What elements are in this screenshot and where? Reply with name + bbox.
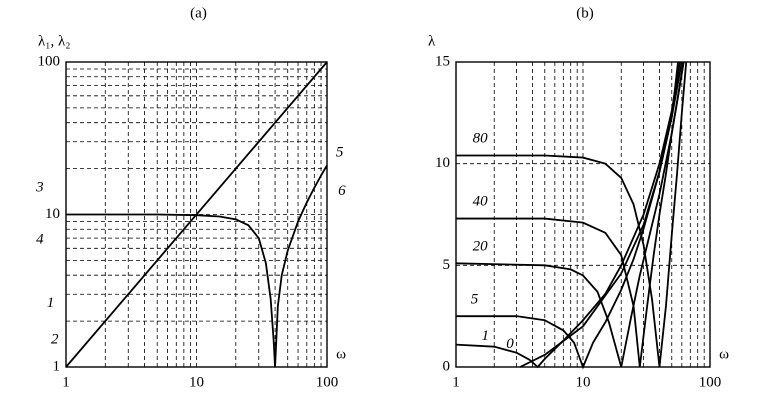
curve (274, 164, 328, 368)
curve-label: 2 (51, 332, 59, 348)
y-tick-label: 5 (443, 257, 451, 273)
curve-label: 1 (482, 328, 490, 344)
x-axis-label: ω (336, 346, 346, 362)
x-tick-label: 10 (576, 374, 591, 390)
y-tick-label: 10 (435, 155, 450, 171)
curve-label: 5 (336, 144, 344, 160)
x-tick-label: 100 (316, 374, 339, 390)
curve-label: 80 (473, 131, 489, 147)
curve-label: 3 (35, 180, 44, 196)
curve (456, 61, 685, 368)
y-tick-label: 0 (443, 358, 451, 374)
y-tick-label: 10 (45, 206, 60, 222)
curve-label: 6 (338, 183, 346, 199)
curve (456, 61, 683, 370)
y-tick-label: 1 (53, 358, 61, 374)
curve (66, 213, 276, 368)
curve (519, 61, 679, 368)
curve-label: 1 (47, 295, 55, 311)
x-tick-label: 1 (452, 374, 460, 390)
curve-label: 40 (473, 194, 489, 210)
curve-label: 0 (506, 336, 514, 352)
chart-title: (a) (190, 5, 207, 21)
x-tick-label: 100 (699, 374, 722, 390)
x-tick-label: 1 (62, 374, 70, 390)
curve (456, 61, 688, 368)
y-axis-label: λ (428, 33, 436, 49)
chart-title: (b) (576, 5, 594, 21)
y-axis-label: λ₁, λ₂ (38, 33, 71, 49)
curve-label: 20 (473, 238, 489, 254)
x-axis-label: ω (719, 346, 729, 362)
x-tick-label: 10 (189, 374, 204, 390)
curve (455, 61, 685, 368)
curve-label: 5 (471, 291, 479, 307)
y-tick-label: 100 (38, 53, 61, 69)
curve (455, 61, 681, 369)
y-tick-label: 15 (435, 53, 450, 69)
curve-label: 4 (36, 231, 44, 247)
